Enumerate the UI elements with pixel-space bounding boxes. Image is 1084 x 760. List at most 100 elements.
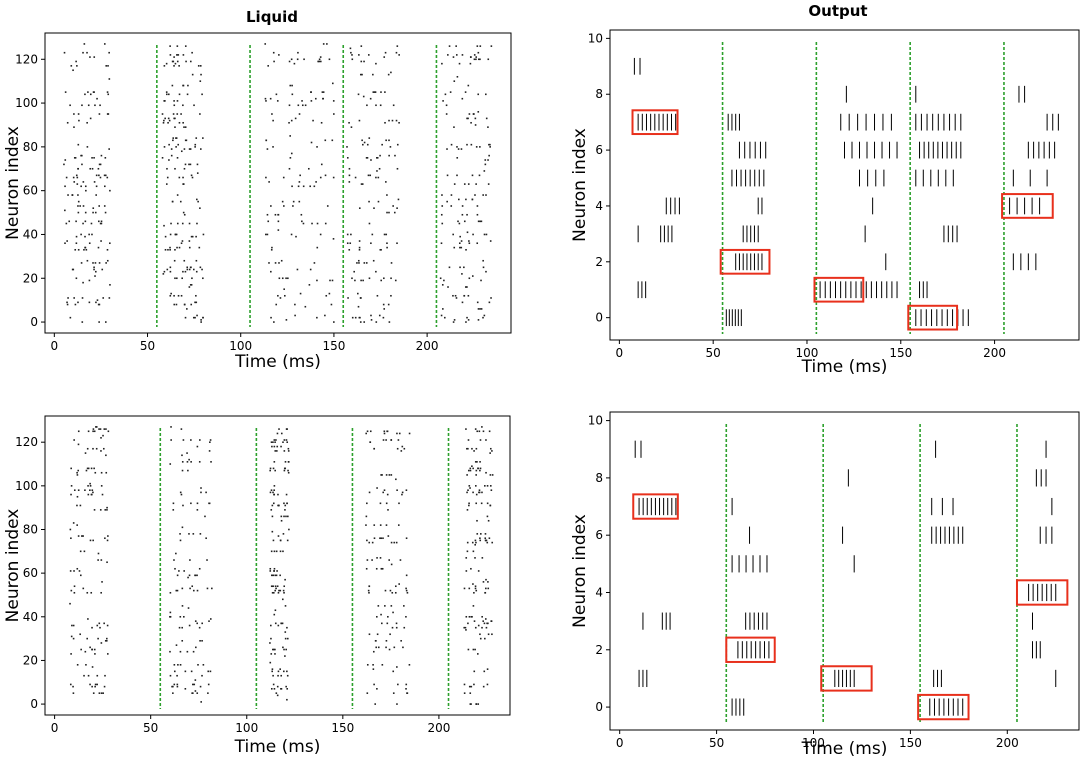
y-tick-label: 20 <box>23 653 38 667</box>
spike-dot <box>163 65 166 67</box>
spike-dot <box>73 126 75 128</box>
spike-dot <box>64 242 66 245</box>
spike-dot <box>361 139 363 142</box>
spike-dot <box>94 104 96 107</box>
spike-dot <box>358 248 361 251</box>
spike-dot <box>186 268 189 271</box>
spike-dot <box>188 246 191 249</box>
spike-dot <box>274 574 276 577</box>
spike-dot <box>479 539 482 542</box>
spike-dot <box>294 303 296 306</box>
spike-dot <box>365 567 368 570</box>
spike-dot <box>202 277 204 280</box>
spike-dot <box>376 557 378 559</box>
spike-dot <box>349 242 352 245</box>
spike-dot <box>201 674 203 677</box>
spike-dot <box>99 509 102 511</box>
spike-dot <box>298 113 301 115</box>
spike-dot <box>382 439 385 441</box>
spike-dot <box>359 316 361 319</box>
spike-dot <box>194 146 196 148</box>
spike-dot <box>286 670 288 673</box>
spike-dot <box>207 683 210 686</box>
spike-dot <box>180 428 183 430</box>
spike-dot <box>284 467 287 470</box>
spike-dot <box>405 615 407 618</box>
highlight-box <box>1001 193 1054 219</box>
spike-dot <box>491 474 494 476</box>
spike-dot <box>375 646 377 649</box>
spike-dot <box>106 624 109 627</box>
spike-dot <box>477 308 480 310</box>
spike-dot <box>482 266 485 269</box>
spike-dot <box>77 143 80 146</box>
spike-dot <box>276 694 279 697</box>
spike-dot <box>101 268 104 271</box>
spike-dot <box>475 589 478 592</box>
spike-dot <box>285 428 288 430</box>
spike-dot <box>272 585 274 588</box>
spike-dot <box>73 297 75 299</box>
x-tick-label: 50 <box>709 736 724 750</box>
spike-dot <box>316 279 318 282</box>
spike-dot <box>169 248 171 251</box>
spike-dot <box>285 277 287 280</box>
spike-dot <box>89 539 92 542</box>
spike-dot <box>176 113 179 115</box>
spike-dot <box>357 93 360 96</box>
spike-dot <box>469 467 472 470</box>
spike-dot <box>469 487 471 489</box>
spike-dot <box>466 231 469 234</box>
spike-dot <box>474 557 476 559</box>
spike-dot <box>174 248 176 251</box>
spike-dot <box>405 688 407 690</box>
spike-dot <box>473 113 475 115</box>
spike-dot <box>166 167 168 170</box>
spike-dot <box>289 84 292 87</box>
spike-dot <box>473 58 476 61</box>
spike-dot <box>369 441 372 443</box>
spike-dot <box>450 143 453 146</box>
spike-dot <box>182 270 184 273</box>
spike-dot <box>277 591 280 594</box>
spike-dot <box>284 504 287 507</box>
spike-dot <box>275 550 278 553</box>
spike-dot <box>181 240 184 242</box>
spike-dot <box>461 54 464 56</box>
spike-dot <box>181 605 184 607</box>
spike-dot <box>353 270 355 273</box>
spike-dot <box>284 631 287 633</box>
spike-dot <box>108 297 111 299</box>
spike-dot <box>270 637 272 640</box>
spike-dot <box>169 463 172 465</box>
spike-dot <box>304 104 307 107</box>
spike-dot <box>288 528 290 531</box>
spike-dot <box>191 73 194 76</box>
x-tick-label: 150 <box>322 339 345 353</box>
spike-dot <box>273 613 276 616</box>
spike-dot <box>367 54 370 56</box>
spike-dot <box>372 668 375 670</box>
spike-dot <box>475 703 477 705</box>
spike-dot <box>175 644 178 646</box>
spike-dot <box>484 533 487 535</box>
spike-dot <box>386 211 388 214</box>
spike-dot <box>66 240 68 242</box>
spike-dot <box>188 533 190 535</box>
spike-dot <box>199 266 202 269</box>
spike-dot <box>277 294 279 297</box>
spike-dot <box>178 65 180 67</box>
spike-dot <box>184 670 187 673</box>
spike-dot <box>201 639 203 642</box>
spike-dot <box>466 541 469 544</box>
spike-dot <box>274 441 276 443</box>
spike-dot <box>376 157 378 159</box>
spike-dot <box>106 176 109 179</box>
spike-dot <box>271 668 274 670</box>
spike-dot <box>463 266 465 269</box>
spike-dot <box>318 60 321 63</box>
spike-dot <box>373 447 375 450</box>
spike-dot <box>265 233 267 236</box>
spike-dot <box>84 650 87 653</box>
spike-dot <box>272 591 275 594</box>
